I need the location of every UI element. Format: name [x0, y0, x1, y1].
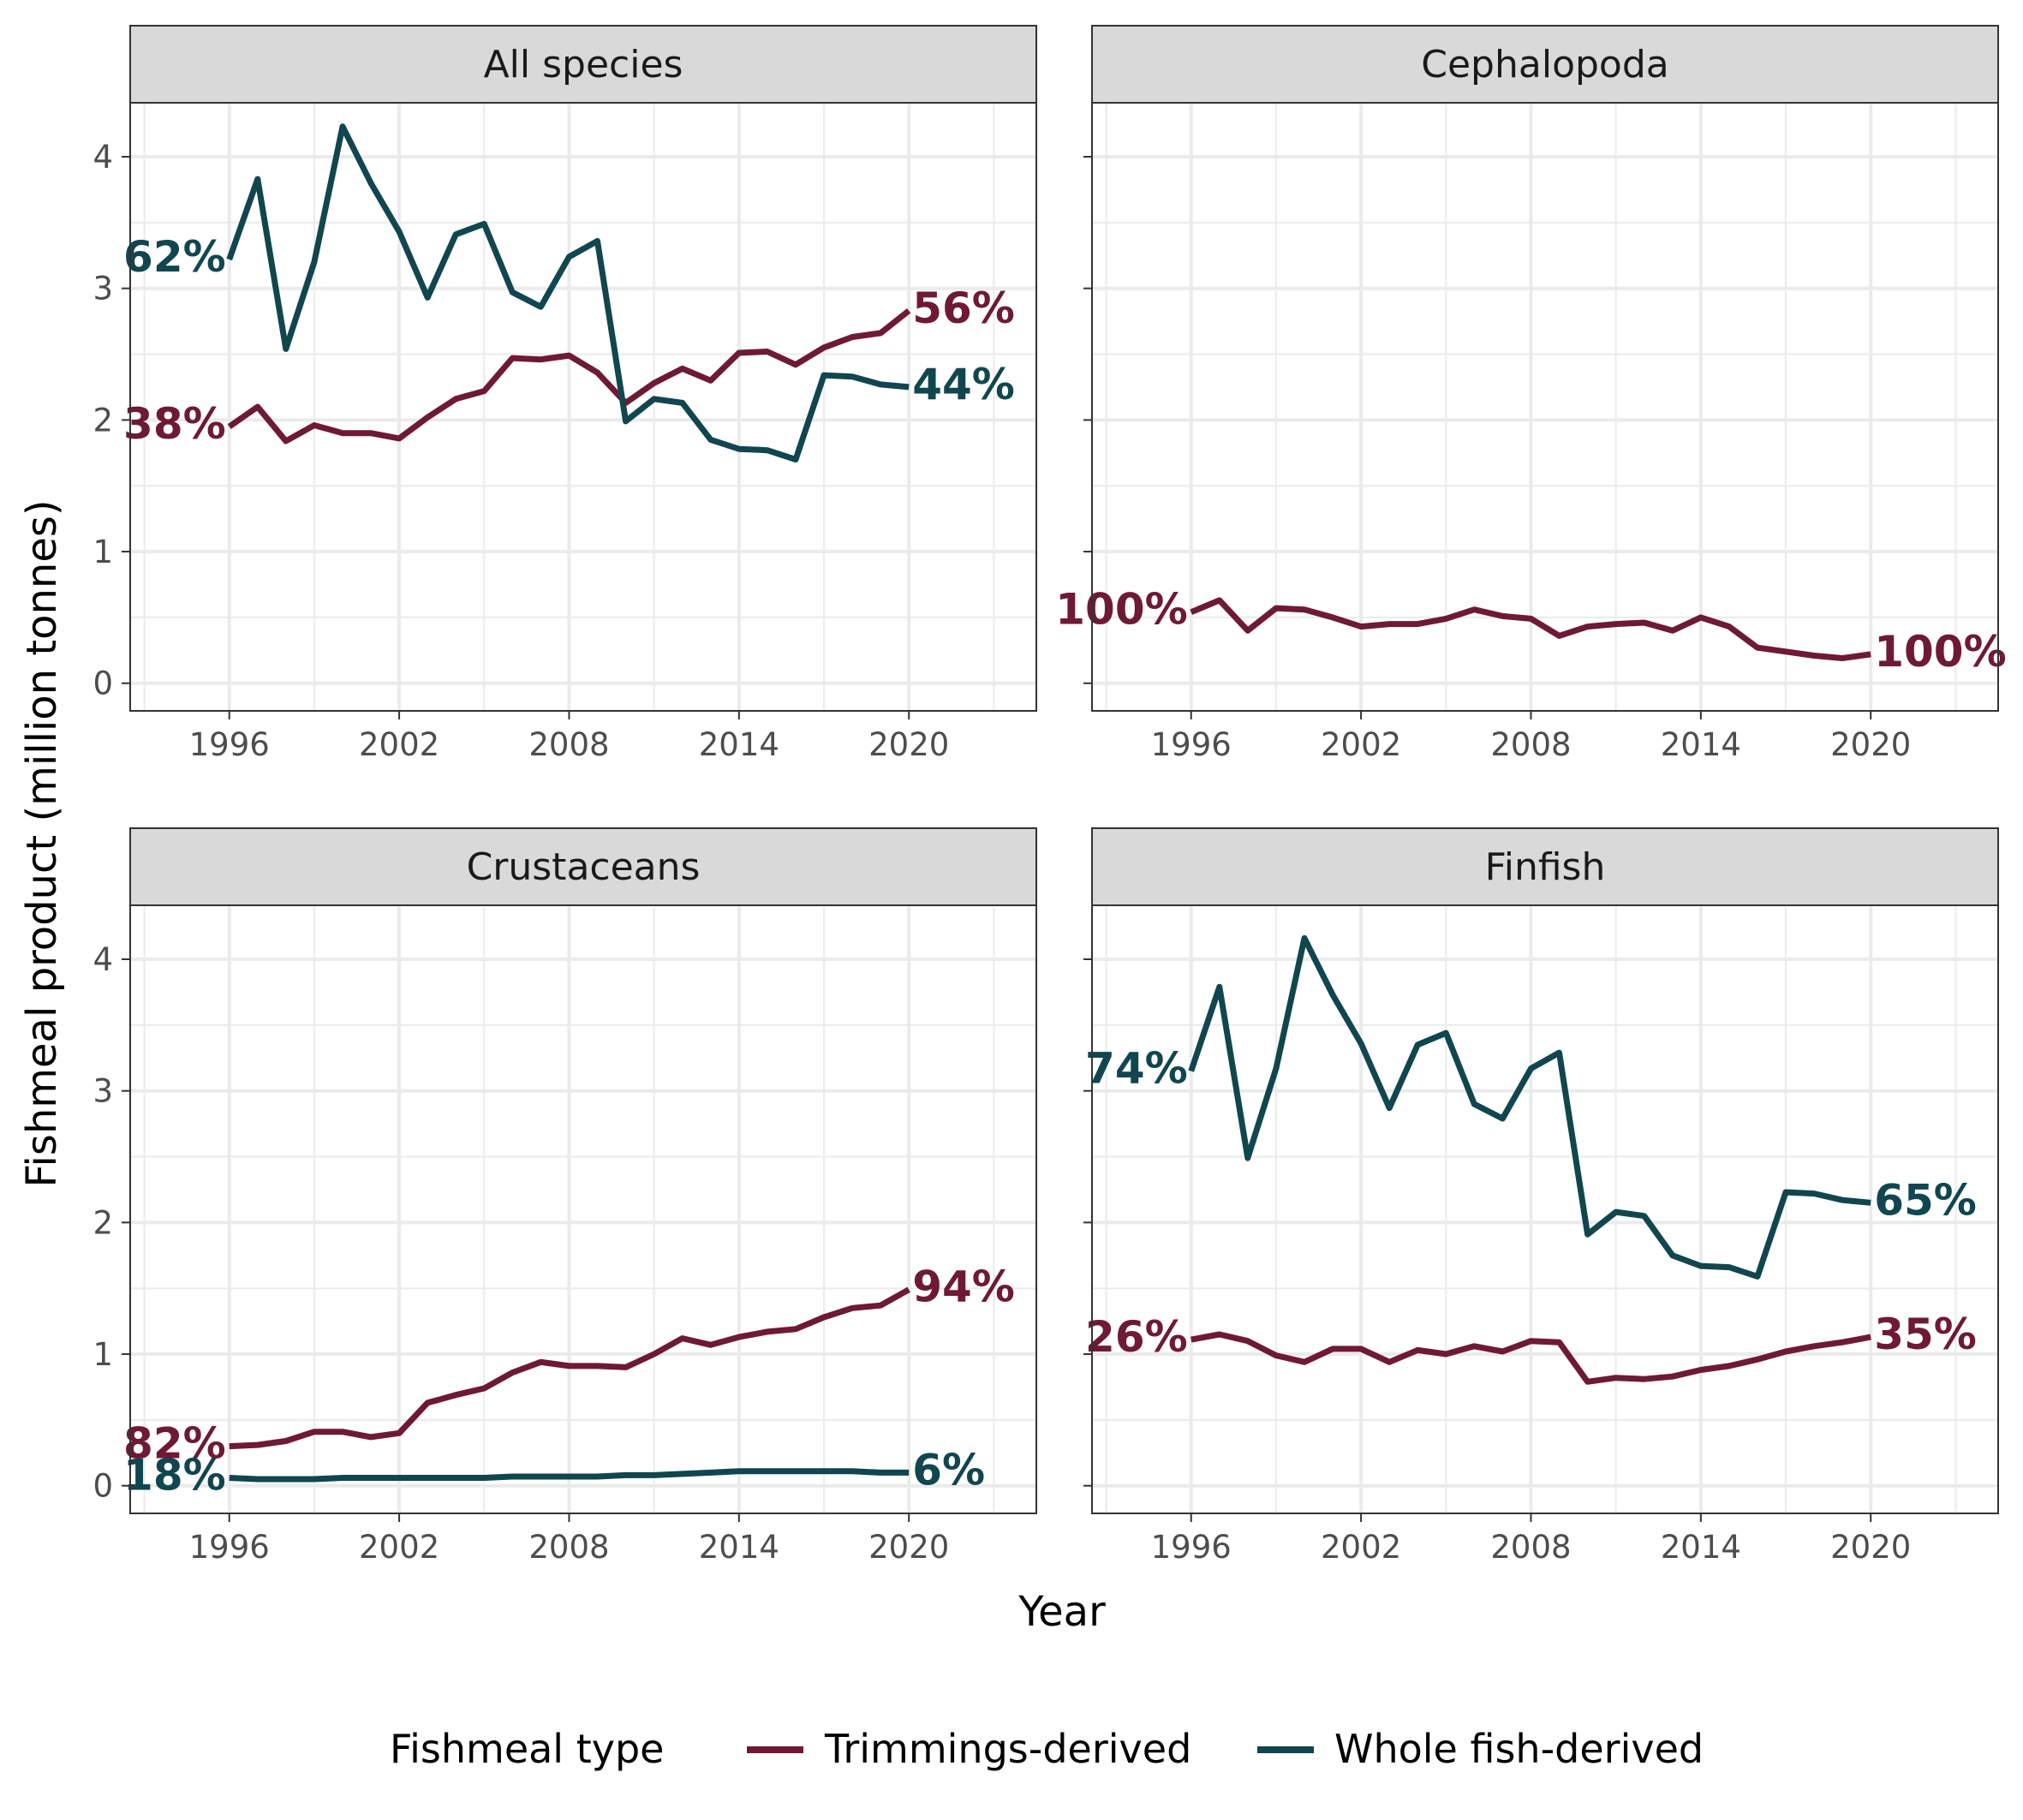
- facet-strip: [129, 827, 1037, 906]
- y-tick-label: 3: [92, 271, 113, 307]
- x-tick-label: 2008: [528, 1529, 609, 1566]
- series-line-whole: [1188, 934, 1871, 1280]
- y-tick-label: 2: [92, 1204, 113, 1241]
- x-tick-label: 2020: [868, 1529, 949, 1566]
- end-label-trimmings: 94%: [912, 1262, 1015, 1312]
- legend-label-trimmings: Trimmings-derived: [824, 1726, 1191, 1772]
- panel-cephalopoda: Cephalopoda 100% 100% 1996 2002 2008 2014 2020: [1055, 25, 2007, 763]
- legend-label-whole: Whole fish-derived: [1334, 1726, 1704, 1772]
- x-tick-label: 2020: [1830, 726, 1911, 763]
- series-line-trimmings: [229, 1286, 910, 1450]
- gridlines: [130, 905, 1036, 1513]
- start-label-trimmings: 82%: [123, 1419, 226, 1469]
- y-tick-label: 1: [92, 1336, 113, 1373]
- legend-title: Fishmeal type: [390, 1726, 664, 1772]
- legend: Fishmeal type Trimmings-derived Whole fi…: [390, 1726, 1704, 1772]
- y-tick-label: 0: [92, 1468, 113, 1505]
- x-tick-label: 1996: [1151, 1529, 1232, 1566]
- facet-strip: [129, 25, 1037, 104]
- x-tick-label: 2002: [359, 726, 439, 763]
- y-tick-label: 0: [92, 665, 113, 702]
- panel-border: [1091, 904, 1999, 1514]
- x-tick-label: 2002: [1321, 726, 1401, 763]
- x-tick-label: 2008: [1490, 726, 1571, 763]
- x-tick-label: 2014: [699, 726, 779, 763]
- end-label-trimmings: 100%: [1874, 627, 2006, 677]
- series-line-trimmings: [1190, 597, 1871, 661]
- y-tick-label: 2: [92, 402, 113, 439]
- panel-finfish: Finfish 26% 35% 74% 65% 1996 2002 2008 2014 2020: [1083, 827, 1999, 1566]
- start-label-whole: 62%: [123, 232, 226, 282]
- x-tick-label: 1996: [189, 1529, 270, 1566]
- x-tick-label: 2014: [1661, 1529, 1741, 1566]
- end-label-whole: 6%: [912, 1445, 985, 1495]
- y-tick-label: 1: [92, 534, 113, 570]
- x-tick-label: 2008: [528, 726, 609, 763]
- start-label-trimmings: 100%: [1055, 585, 1187, 635]
- start-label-trimmings: 38%: [123, 399, 226, 449]
- plot-area: [1092, 103, 1998, 711]
- end-label-trimmings: 56%: [912, 283, 1015, 333]
- x-tick-label: 2002: [1321, 1529, 1401, 1566]
- panel-border: [129, 904, 1037, 1514]
- facet-title: All species: [484, 43, 683, 87]
- facet-title: Finfish: [1485, 845, 1606, 889]
- end-label-whole: 65%: [1874, 1175, 1977, 1225]
- plot-area: [1092, 905, 1998, 1513]
- facet-strip: [1091, 827, 1999, 906]
- panel-border: [1091, 102, 1999, 712]
- x-tick-label: 1996: [1151, 726, 1232, 763]
- y-tick-label: 3: [92, 1073, 113, 1110]
- y-tick-label: 4: [92, 139, 113, 176]
- x-tick-label: 2014: [699, 1529, 779, 1566]
- x-tick-label: 2014: [1661, 726, 1741, 763]
- series-line-trimmings: [1191, 1331, 1871, 1385]
- panel-border: [129, 102, 1037, 712]
- gridlines: [1092, 103, 1998, 711]
- x-tick-label: 2002: [359, 1529, 439, 1566]
- start-label-whole: 18%: [123, 1451, 226, 1501]
- facet-title: Cephalopoda: [1421, 43, 1668, 87]
- plot-area: [130, 905, 1036, 1513]
- y-tick-label: 4: [92, 941, 113, 978]
- series-line-whole: [229, 1468, 910, 1483]
- facet-title: Crustaceans: [467, 845, 701, 889]
- gridlines: [130, 103, 1036, 711]
- y-axis-title: Fishmeal product (million tonnes): [18, 499, 66, 1187]
- x-tick-label: 2020: [1830, 1529, 1911, 1566]
- end-label-trimmings: 35%: [1874, 1310, 1977, 1359]
- series-line-trimmings: [227, 308, 911, 445]
- end-label-whole: 44%: [912, 360, 1015, 409]
- start-label-trimmings: 26%: [1085, 1312, 1188, 1362]
- x-tick-label: 2008: [1490, 1529, 1571, 1566]
- start-label-whole: 74%: [1085, 1044, 1188, 1094]
- x-tick-label: 1996: [189, 726, 270, 763]
- plot-area: [130, 103, 1036, 711]
- series-line-whole: [226, 123, 910, 462]
- x-tick-label: 2020: [868, 726, 949, 763]
- x-axis-title: Year: [1017, 1588, 1106, 1636]
